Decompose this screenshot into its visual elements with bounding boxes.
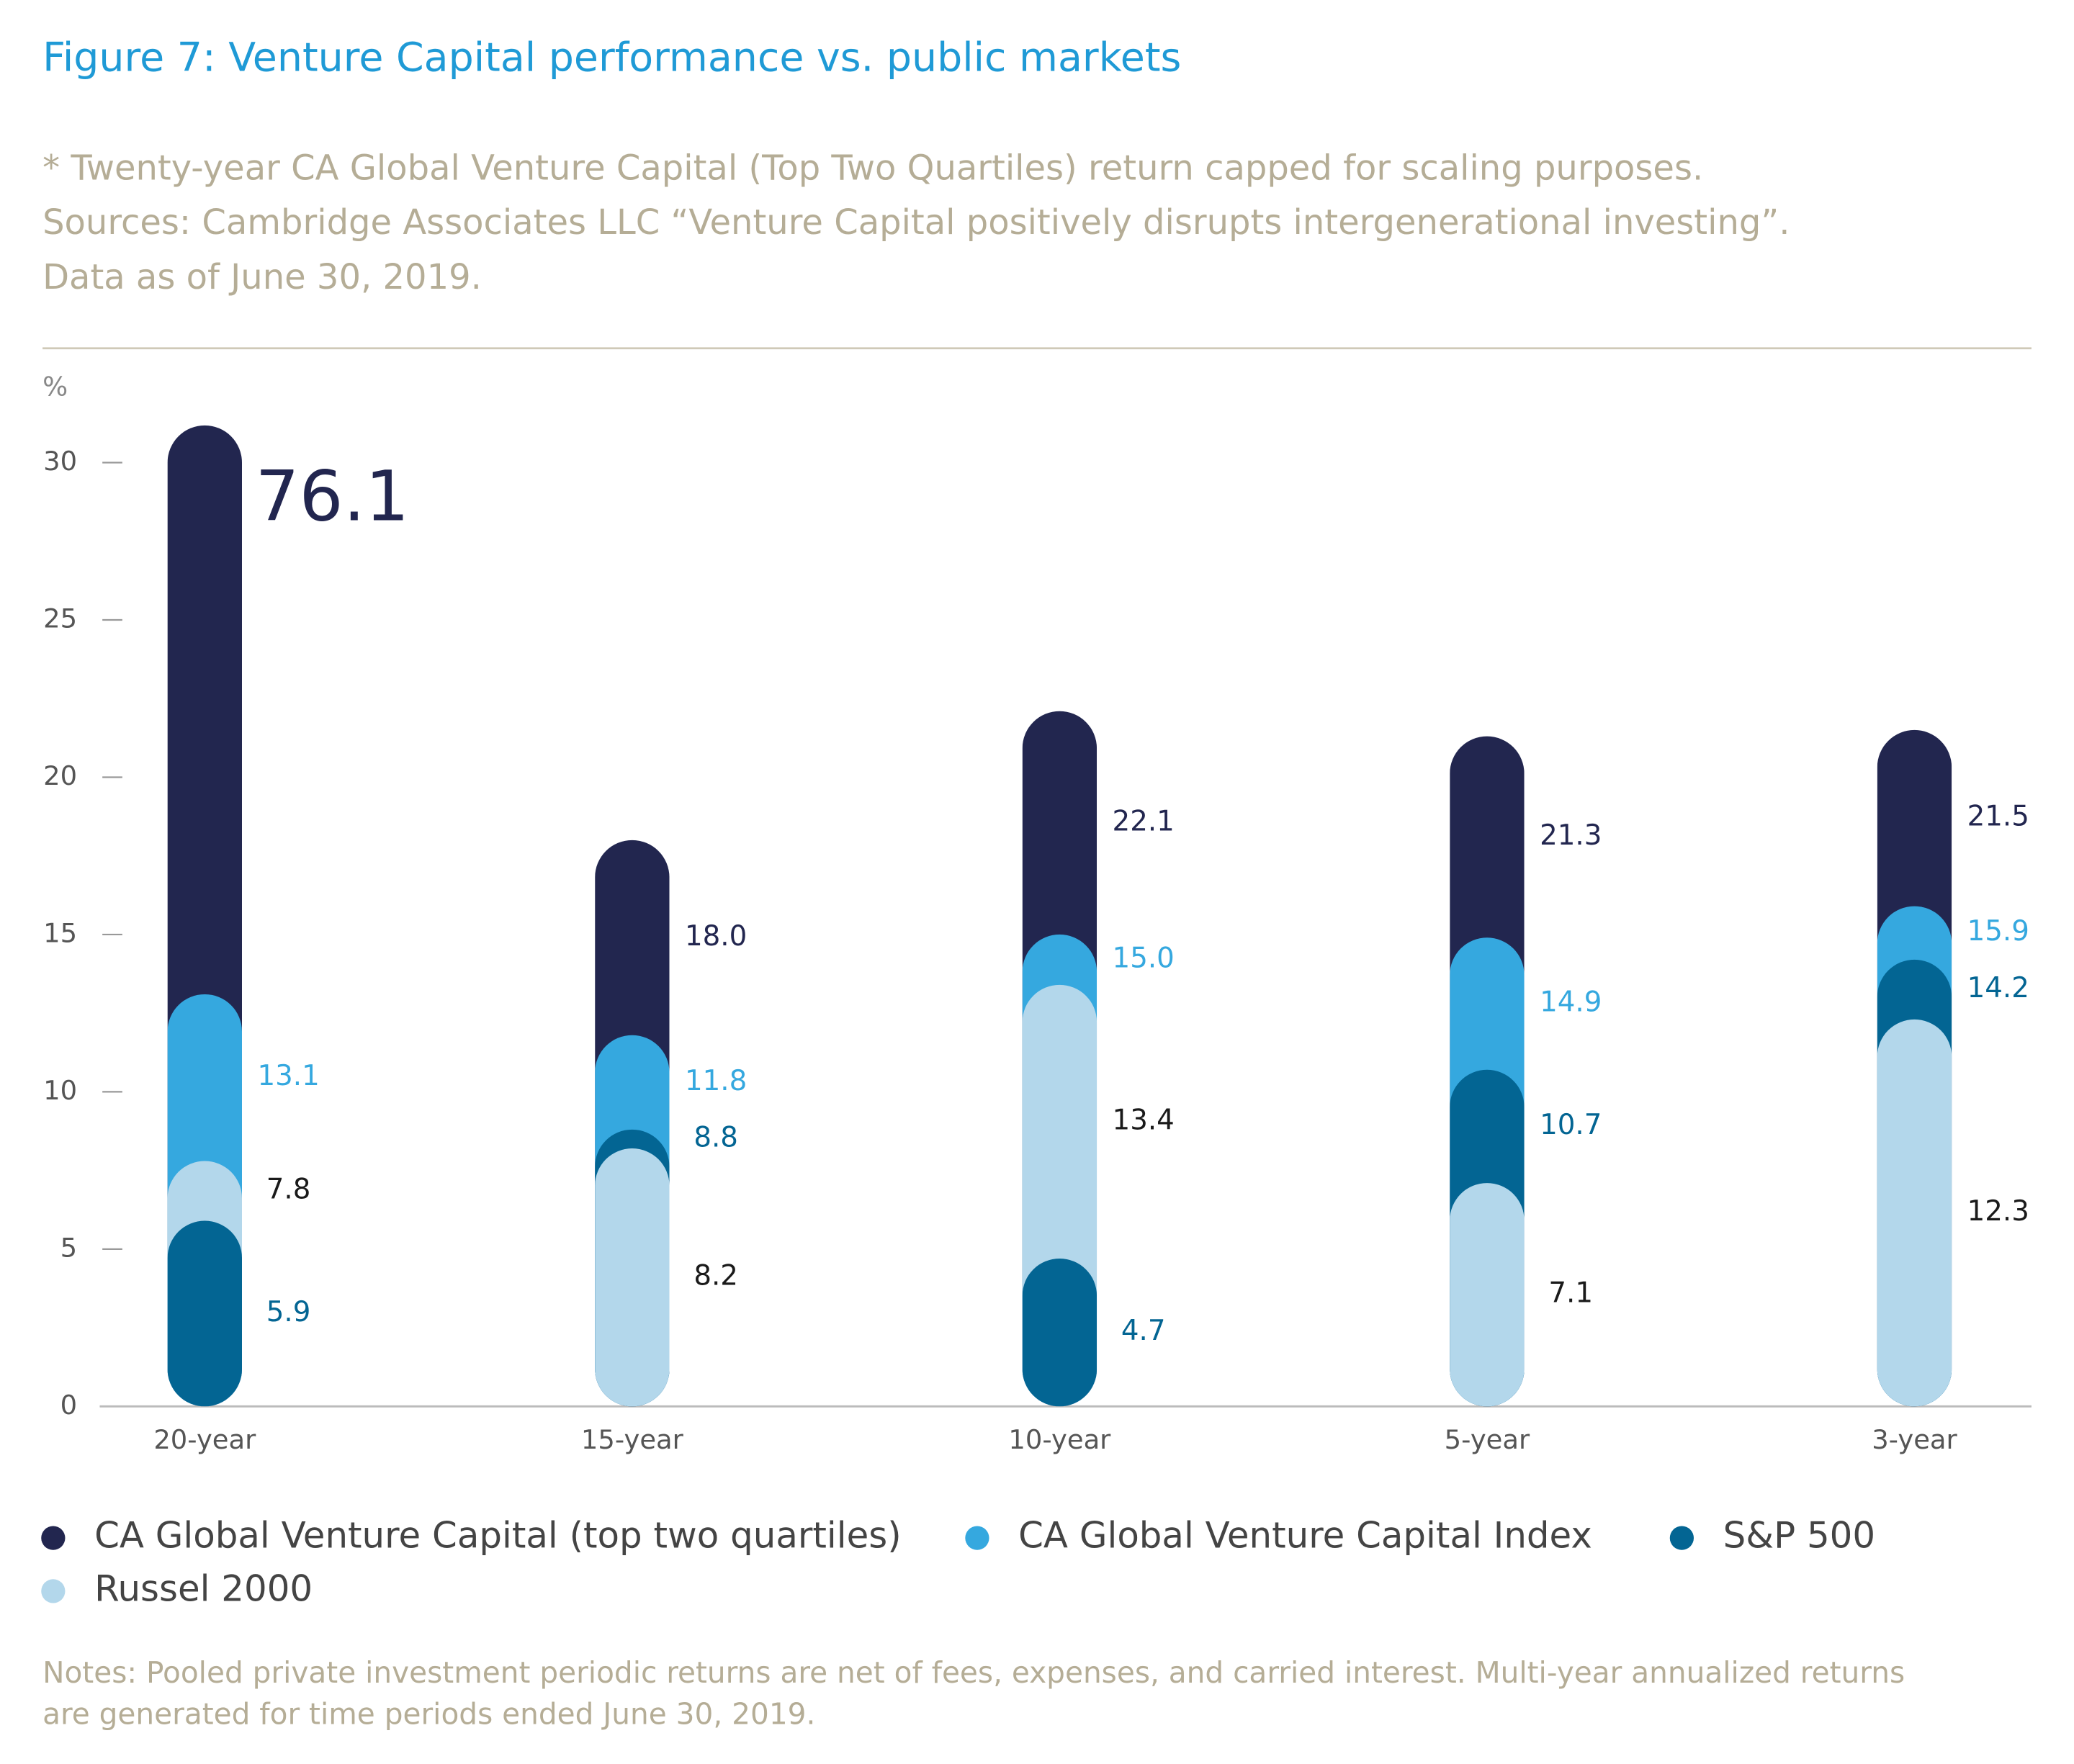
y-axis-label: %	[42, 372, 68, 402]
bar-group	[1450, 736, 1525, 1407]
legend-swatch	[41, 1579, 66, 1603]
value-label: 13.4	[1113, 1104, 1175, 1136]
value-label: 15.0	[1113, 942, 1175, 974]
value-label: 4.7	[1121, 1315, 1166, 1347]
y-tick-label: 15	[43, 917, 77, 948]
value-label: 5.9	[266, 1296, 311, 1328]
x-tick-label: 5-year	[1445, 1424, 1530, 1455]
bar	[1450, 1183, 1525, 1407]
subtitle: Sources: Cambridge Associates LLC “Ventu…	[42, 202, 1790, 243]
bar	[167, 1220, 242, 1407]
value-label: 7.8	[266, 1174, 311, 1206]
bar	[595, 1148, 670, 1407]
value-label: 76.1	[255, 456, 409, 536]
chart-title: Figure 7: Venture Capital performance vs…	[42, 35, 1181, 81]
note: Notes: Pooled private investment periodi…	[42, 1655, 1905, 1690]
y-tick-label: 0	[60, 1390, 77, 1421]
x-tick-label: 20-year	[153, 1424, 256, 1455]
x-tick-label: 3-year	[1872, 1424, 1957, 1455]
value-label: 13.1	[257, 1060, 319, 1092]
y-tick-label: 10	[43, 1075, 77, 1106]
legend-label: S&P 500	[1723, 1515, 1875, 1557]
value-label: 8.8	[693, 1121, 738, 1153]
bar-group	[1022, 711, 1097, 1407]
value-label: 21.5	[1967, 801, 2029, 833]
value-label: 12.3	[1967, 1195, 2029, 1228]
value-label: 8.2	[693, 1260, 738, 1292]
legend-swatch	[965, 1526, 989, 1550]
x-tick-label: 15-year	[581, 1424, 684, 1455]
legend-swatch	[41, 1526, 66, 1550]
value-label: 14.2	[1967, 972, 2029, 1004]
legend-label: Russel 2000	[94, 1567, 313, 1609]
y-tick-label: 30	[43, 446, 77, 477]
value-label: 14.9	[1540, 986, 1602, 1019]
bar-group	[167, 425, 242, 1407]
value-label: 7.1	[1548, 1277, 1593, 1310]
y-tick-label: 20	[43, 760, 77, 791]
value-label: 10.7	[1540, 1109, 1602, 1141]
note: are generated for time periods ended Jun…	[42, 1696, 815, 1731]
subtitle: * Twenty-year CA Global Venture Capital …	[42, 148, 1703, 188]
bar	[1877, 1019, 1952, 1407]
value-label: 22.1	[1113, 805, 1175, 837]
value-label: 15.9	[1967, 915, 2029, 948]
bar	[1022, 1258, 1097, 1407]
subtitle: Data as of June 30, 2019.	[42, 257, 482, 297]
bar-group	[1877, 729, 1952, 1407]
legend-swatch	[1669, 1526, 1694, 1550]
bar-group	[595, 840, 670, 1407]
y-tick-label: 5	[60, 1232, 77, 1263]
value-label: 21.3	[1540, 819, 1602, 852]
value-label: 11.8	[685, 1065, 747, 1097]
legend-label: CA Global Venture Capital (top two quart…	[94, 1515, 902, 1557]
x-tick-label: 10-year	[1008, 1424, 1111, 1455]
y-tick-label: 25	[43, 603, 77, 634]
legend-label: CA Global Venture Capital Index	[1018, 1515, 1592, 1557]
value-label: 18.0	[685, 920, 747, 953]
bar	[167, 425, 242, 1407]
